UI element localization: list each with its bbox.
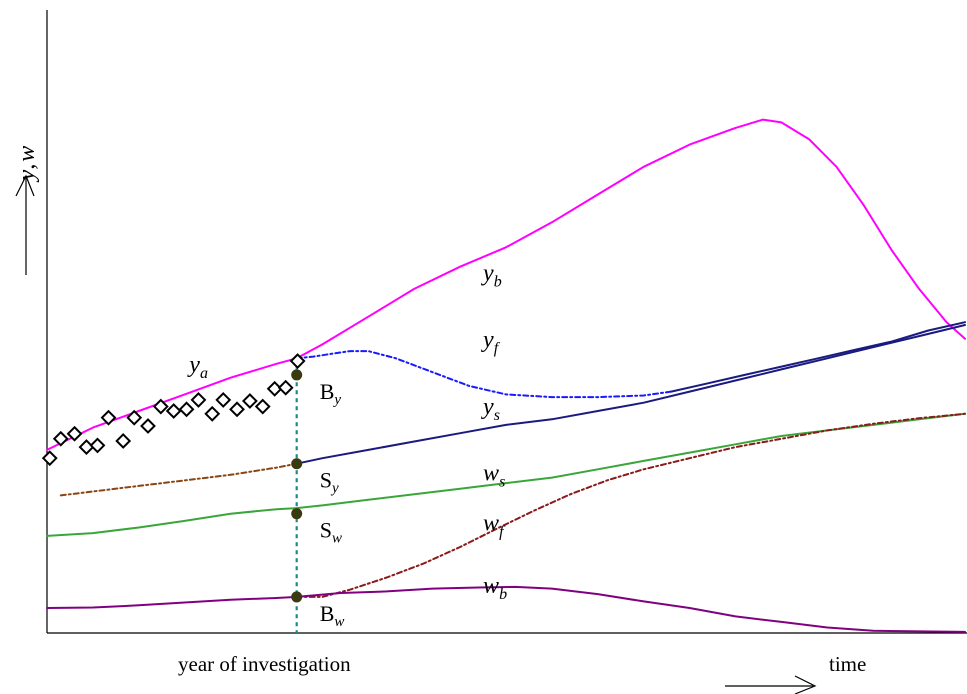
marker-label-Bw: Bw [320,601,345,630]
observation-point-13 [204,405,221,422]
observation-point-15 [229,401,245,418]
series-line-yf-2 [670,321,966,393]
series-layer [46,118,966,633]
series-line-ys-4 [59,462,298,497]
observation-point-6 [115,433,132,449]
series-line-yf-1 [295,350,673,399]
observation-point-12 [190,391,207,408]
marker-dot-Bw [291,591,303,603]
series-label-wf: wf [483,510,506,540]
series-line-wf-6 [295,412,966,598]
series-line-ys-3 [295,324,966,465]
series-label-yb: yb [481,261,502,291]
marker-label-By: By [320,379,342,408]
series-label-ws: ws [483,460,505,490]
series-label-ys: ys [481,394,500,424]
time-arrow-icon [725,675,817,694]
series-line-wb-7 [46,585,966,633]
svg-text:y,w: y, w [14,146,40,183]
observation-point-11 [178,401,195,418]
observation-point-8 [140,418,156,434]
series-label-yf: yf [481,327,501,357]
observation-point-1 [52,430,69,447]
observation-point-5 [100,409,117,426]
y-axis-title-w: w [14,146,40,162]
observation-point-0 [41,450,58,467]
series-label-ya: ya [187,352,208,382]
observation-point-3 [78,439,95,455]
marker-dots-layer [291,369,303,603]
observation-point-19 [277,379,294,396]
y-axis-title: y, w [14,146,40,183]
series-label-wb: wb [483,573,507,603]
observation-point-9 [152,398,169,415]
y-axis-arrow-icon [15,174,35,275]
observation-point-2 [66,425,83,442]
observation-point-17 [254,398,271,415]
x-axis-label-time: time [829,652,866,676]
observation-point-20 [289,353,306,369]
series-line-ws-5 [46,412,966,537]
x-axis-label-year: year of investigation [178,652,351,676]
series-labels-layer: yb yf ys ws wf wb ya By Sy Sw Bw [187,261,507,630]
observation-point-10 [165,403,182,419]
marker-dot-Sy [291,458,303,470]
series-line-yb-0 [46,118,966,451]
marker-dot-Sw [291,508,303,520]
observation-point-7 [126,409,143,426]
marker-dot-By [291,369,303,381]
y-axis-title-sep: , [14,164,40,170]
observation-point-16 [241,393,258,409]
y-axis-title-y: y [14,169,40,182]
marker-label-Sw: Sw [320,518,342,547]
observation-point-14 [215,391,232,408]
observation-layer [41,353,306,467]
marker-label-Sy: Sy [320,468,339,497]
observation-point-4 [89,437,106,454]
